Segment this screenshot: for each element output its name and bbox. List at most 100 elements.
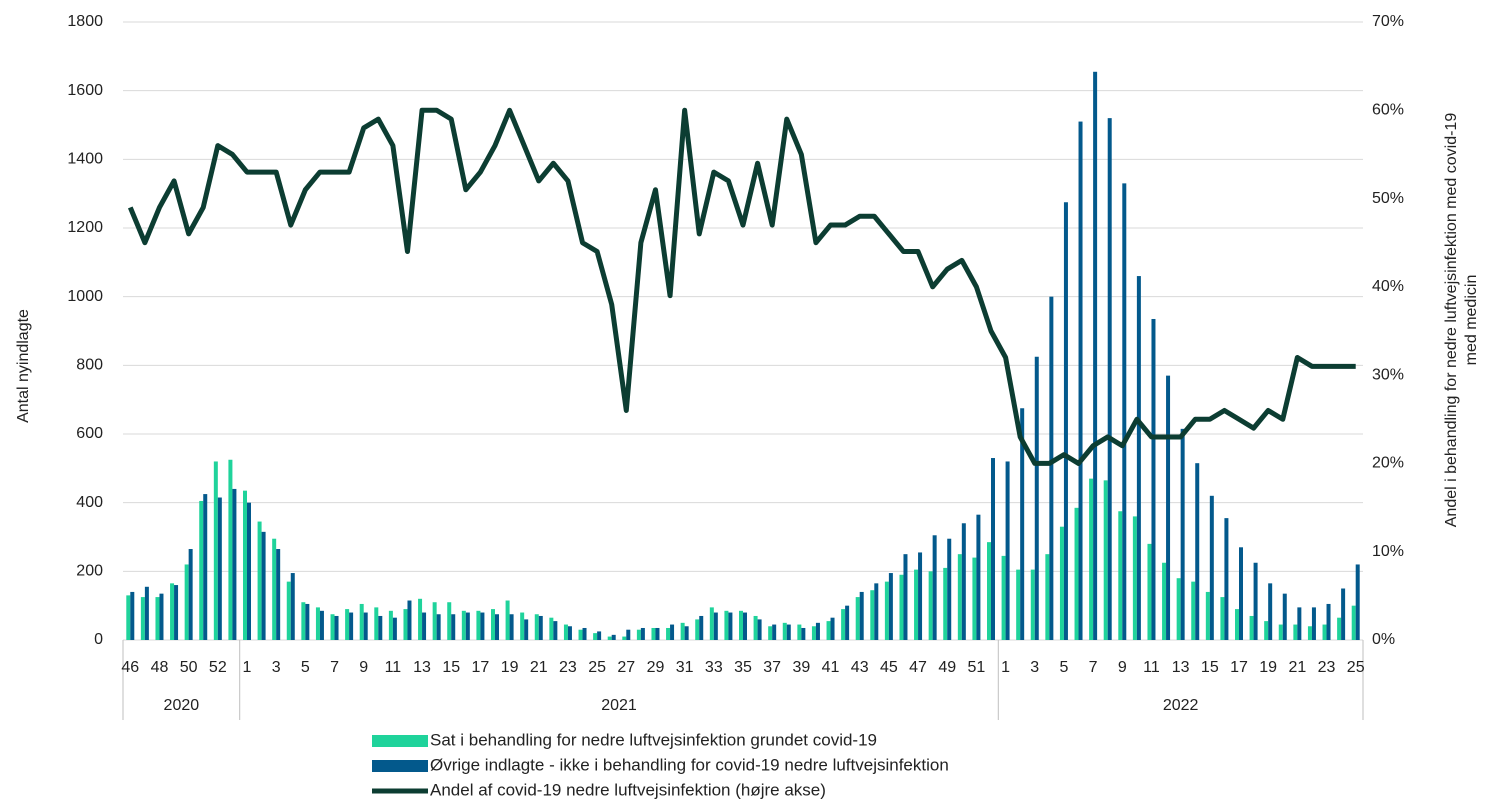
- x-tick-label: 7: [1089, 659, 1098, 676]
- bar: [363, 612, 368, 640]
- bar: [593, 633, 598, 640]
- x-tick-label: 50: [180, 659, 198, 676]
- bar: [1034, 356, 1039, 640]
- bar: [261, 531, 266, 640]
- bar: [520, 612, 525, 640]
- bar: [987, 542, 991, 640]
- bar: [1235, 609, 1239, 640]
- x-tick-label: 11: [1143, 659, 1160, 676]
- bar: [451, 614, 456, 640]
- bar: [272, 538, 277, 640]
- bar: [1355, 564, 1360, 640]
- bar: [1118, 511, 1123, 640]
- bar: [699, 615, 704, 640]
- bar: [315, 607, 320, 640]
- bar: [753, 615, 758, 640]
- bar: [1049, 296, 1054, 640]
- bar: [1103, 480, 1108, 640]
- bar: [1063, 202, 1068, 640]
- bar: [1293, 624, 1298, 640]
- bar: [972, 557, 977, 640]
- bar: [903, 554, 908, 640]
- bar: [1136, 276, 1141, 640]
- bar: [247, 502, 251, 640]
- bar: [203, 494, 208, 640]
- bar: [188, 549, 193, 640]
- x-tick-label: 19: [501, 659, 519, 676]
- bar: [830, 617, 835, 640]
- bar: [728, 612, 733, 640]
- bar: [1326, 603, 1331, 640]
- bar: [768, 626, 773, 640]
- bar: [1268, 583, 1273, 640]
- bar: [509, 614, 514, 640]
- bar: [140, 597, 145, 640]
- bar: [1001, 555, 1006, 640]
- bar: [1253, 562, 1258, 640]
- bar: [626, 629, 631, 640]
- x-tick-label: 45: [880, 659, 898, 676]
- bar: [743, 612, 747, 640]
- bar: [524, 619, 529, 640]
- bar: [1282, 593, 1287, 640]
- bar: [422, 612, 427, 640]
- bar: [622, 636, 627, 640]
- bar: [228, 459, 233, 640]
- bar: [1249, 615, 1254, 640]
- bar: [1030, 569, 1035, 640]
- bar: [159, 593, 164, 640]
- bar: [144, 586, 149, 640]
- bar: [359, 603, 364, 640]
- bar: [392, 617, 397, 640]
- bar: [578, 629, 583, 640]
- legend-swatch: [372, 735, 428, 747]
- bar: [505, 600, 510, 640]
- bar: [1239, 547, 1243, 640]
- x-tick-label: 43: [851, 659, 869, 676]
- bar: [232, 488, 237, 640]
- x-tick-label: 21: [1288, 659, 1306, 676]
- bar: [709, 607, 714, 640]
- x-tick-label: 19: [1259, 659, 1277, 676]
- bar: [257, 521, 262, 640]
- x-tick-label: 5: [1059, 659, 1068, 676]
- bar: [811, 626, 816, 640]
- bar: [874, 583, 879, 640]
- bar: [1151, 318, 1156, 640]
- bar: [563, 624, 568, 640]
- x-tick-label: 7: [330, 659, 339, 676]
- x-tick-label: 3: [1030, 659, 1039, 676]
- bar: [918, 552, 923, 640]
- x-tick-label: 13: [413, 659, 431, 676]
- y-tick-label: 1200: [67, 219, 103, 236]
- bar: [961, 523, 966, 640]
- bar: [378, 615, 383, 640]
- bar: [534, 614, 539, 640]
- bar: [739, 610, 743, 640]
- y-tick-label: 200: [76, 563, 103, 580]
- bar: [670, 624, 675, 640]
- bar: [957, 554, 962, 640]
- bar: [403, 609, 408, 640]
- bar: [1089, 478, 1094, 640]
- bar: [374, 607, 379, 640]
- bar: [1341, 588, 1346, 640]
- bar: [884, 581, 889, 640]
- x-tick-label: 25: [1347, 659, 1365, 676]
- x-tick-label: 49: [938, 659, 956, 676]
- bar: [388, 610, 393, 640]
- bar: [1020, 408, 1025, 640]
- bar: [447, 602, 452, 640]
- bar: [855, 597, 860, 640]
- bar: [330, 614, 335, 640]
- bar: [815, 622, 820, 640]
- x-tick-label: 23: [1318, 659, 1336, 676]
- bar: [782, 622, 787, 640]
- bar: [1093, 71, 1098, 641]
- bar: [1307, 626, 1312, 640]
- bar: [655, 627, 660, 640]
- bar: [611, 634, 616, 640]
- y-axis-label: Antal nyindlagte: [15, 309, 32, 423]
- bar: [1074, 507, 1079, 640]
- bar: [1322, 624, 1327, 640]
